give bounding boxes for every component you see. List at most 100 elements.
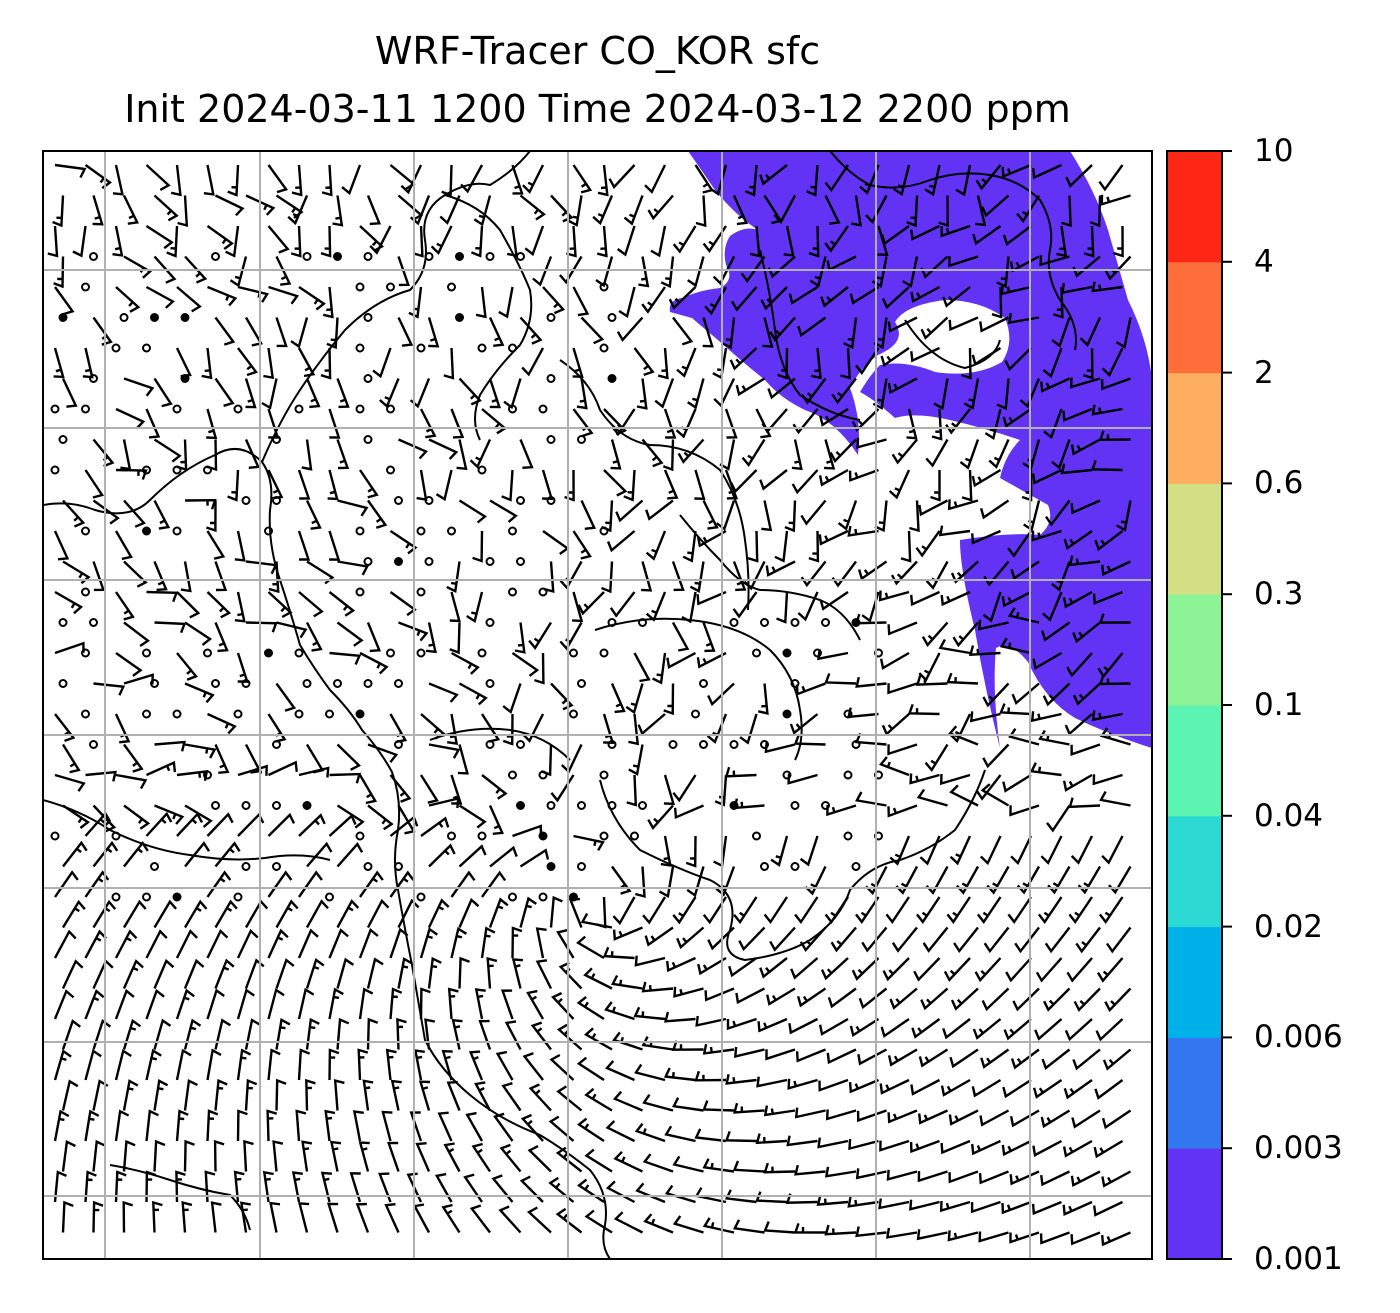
calm-marker (241, 679, 251, 688)
wind-barb (115, 407, 146, 430)
wind-barb (372, 347, 392, 379)
wind-barb (702, 896, 728, 925)
calm-marker (546, 801, 556, 810)
wind-barb (1071, 1109, 1101, 1129)
wind-barb (1099, 791, 1131, 807)
wind-barb (657, 347, 669, 380)
wind-barb (971, 1139, 1001, 1156)
wind-barb (982, 743, 1010, 769)
wind-barb (749, 225, 761, 258)
wind-barb (62, 840, 88, 868)
calm-marker (233, 404, 243, 414)
wind-barb (511, 926, 523, 959)
wind-barb (756, 1076, 788, 1088)
wind-barb (673, 804, 704, 820)
wind-barb (652, 652, 667, 685)
wind-barb (628, 744, 644, 776)
calm-marker (50, 831, 60, 841)
wind-barb (488, 378, 501, 409)
wind-barb (1063, 1079, 1093, 1100)
wind-barb (336, 842, 364, 868)
wind-barb (146, 760, 177, 777)
wind-barb (978, 1170, 1009, 1185)
wind-barb (572, 530, 592, 560)
wind-barb (642, 1094, 674, 1112)
colorbar-label: 0.001 (1254, 1241, 1343, 1277)
wind-barb (534, 652, 545, 685)
wind-barb (1035, 957, 1063, 983)
wind-barb (702, 225, 727, 254)
wind-barb (336, 957, 355, 989)
wind-barb (336, 899, 360, 929)
wind-barb (1092, 773, 1123, 786)
wind-barb (321, 164, 333, 197)
colorbar-label: 10 (1254, 133, 1294, 169)
wind-barb (267, 408, 280, 439)
colorbar-label: 0.006 (1254, 1019, 1343, 1056)
wind-barb (576, 935, 605, 960)
wind-barb (660, 835, 672, 867)
wind-barb (800, 499, 827, 526)
wind-barb (641, 438, 664, 468)
wind-barb (145, 408, 161, 439)
calm-marker (599, 282, 609, 292)
wind-barb (948, 316, 979, 332)
wind-barb (524, 225, 545, 257)
calm-marker (89, 618, 98, 627)
wind-barb (572, 347, 584, 378)
wind-barb (879, 1139, 910, 1152)
calm-marker (538, 587, 548, 597)
wind-barb (776, 591, 789, 624)
wind-barb (297, 530, 311, 561)
wind-barb (418, 1080, 431, 1111)
wind-barb (122, 1200, 134, 1233)
colorbar-bin (1167, 261, 1222, 374)
wind-barb (743, 560, 766, 591)
wind-barb (694, 469, 706, 501)
wind-barb (210, 1201, 222, 1233)
calm-marker (363, 252, 373, 261)
wind-barb (917, 1170, 948, 1183)
wind-barb (1062, 1139, 1093, 1158)
wind-barb (644, 164, 667, 194)
wind-barb (183, 958, 205, 989)
wind-barb (610, 683, 626, 714)
wind-barb (724, 408, 738, 439)
wind-barb (181, 1201, 193, 1233)
wind-barb (478, 1019, 492, 1050)
wind-barb (920, 987, 949, 1011)
wind-barb (53, 530, 70, 561)
wind-barb (603, 469, 628, 497)
wind-barb (738, 926, 766, 952)
wind-barb (715, 500, 736, 531)
wind-barb (820, 957, 849, 981)
wind-barb (535, 959, 553, 990)
wind-barb (245, 621, 278, 633)
calm-marker (302, 679, 312, 688)
wind-barb (488, 805, 504, 835)
wind-barb (849, 285, 880, 305)
wind-barb (180, 561, 192, 593)
wind-barb (980, 783, 1010, 807)
wind-barb (856, 1109, 887, 1123)
wind-barb (806, 164, 819, 197)
wind-barb (784, 500, 797, 533)
wind-barb (583, 1027, 613, 1051)
wind-barb (123, 499, 146, 528)
wind-barb (1101, 560, 1132, 576)
wind-barb (266, 1109, 278, 1142)
wind-barb (1091, 281, 1123, 293)
wind-barb (183, 1078, 198, 1111)
wind-barb (244, 1018, 261, 1050)
wind-barb (184, 804, 213, 828)
calm-marker (599, 770, 609, 780)
wind-barb (61, 959, 84, 990)
wind-barb (724, 1189, 757, 1204)
wind-barb (848, 1078, 879, 1094)
wind-barb (357, 1048, 369, 1081)
wind-barb (642, 1153, 674, 1173)
wind-barb (206, 225, 234, 250)
calm-marker (111, 831, 121, 841)
calm-marker (241, 801, 251, 810)
wind-barb (849, 1017, 880, 1038)
